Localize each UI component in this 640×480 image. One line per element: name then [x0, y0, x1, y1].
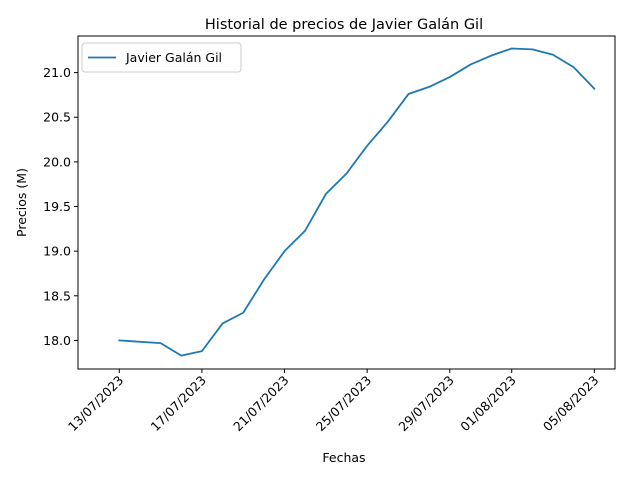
y-tick-label: 20.0 [43, 154, 71, 169]
series-lines [118, 47, 596, 357]
y-tick-label: 19.0 [43, 244, 71, 259]
y-tick-label: 18.0 [43, 333, 71, 348]
legend-box [81, 42, 242, 73]
legend: Javier Galán Gil [81, 42, 242, 73]
legend-label: Javier Galán Gil [125, 50, 222, 65]
x-axis-label: Fechas [322, 450, 365, 465]
chart-title: Historial de precios de Javier Galán Gil [205, 17, 483, 33]
y-tick-label: 18.5 [43, 288, 71, 303]
y-tick-label: 20.5 [43, 110, 71, 125]
series-line-0 [118, 47, 596, 357]
y-tick-label: 19.5 [43, 199, 71, 214]
plot-frame [77, 35, 616, 370]
y-tick-label: 21.0 [43, 65, 71, 80]
y-axis: 18.0 18.5 19.0 19.5 20.0 20.5 21.0 [43, 65, 78, 348]
y-axis-label: Precios (M) [14, 168, 29, 237]
